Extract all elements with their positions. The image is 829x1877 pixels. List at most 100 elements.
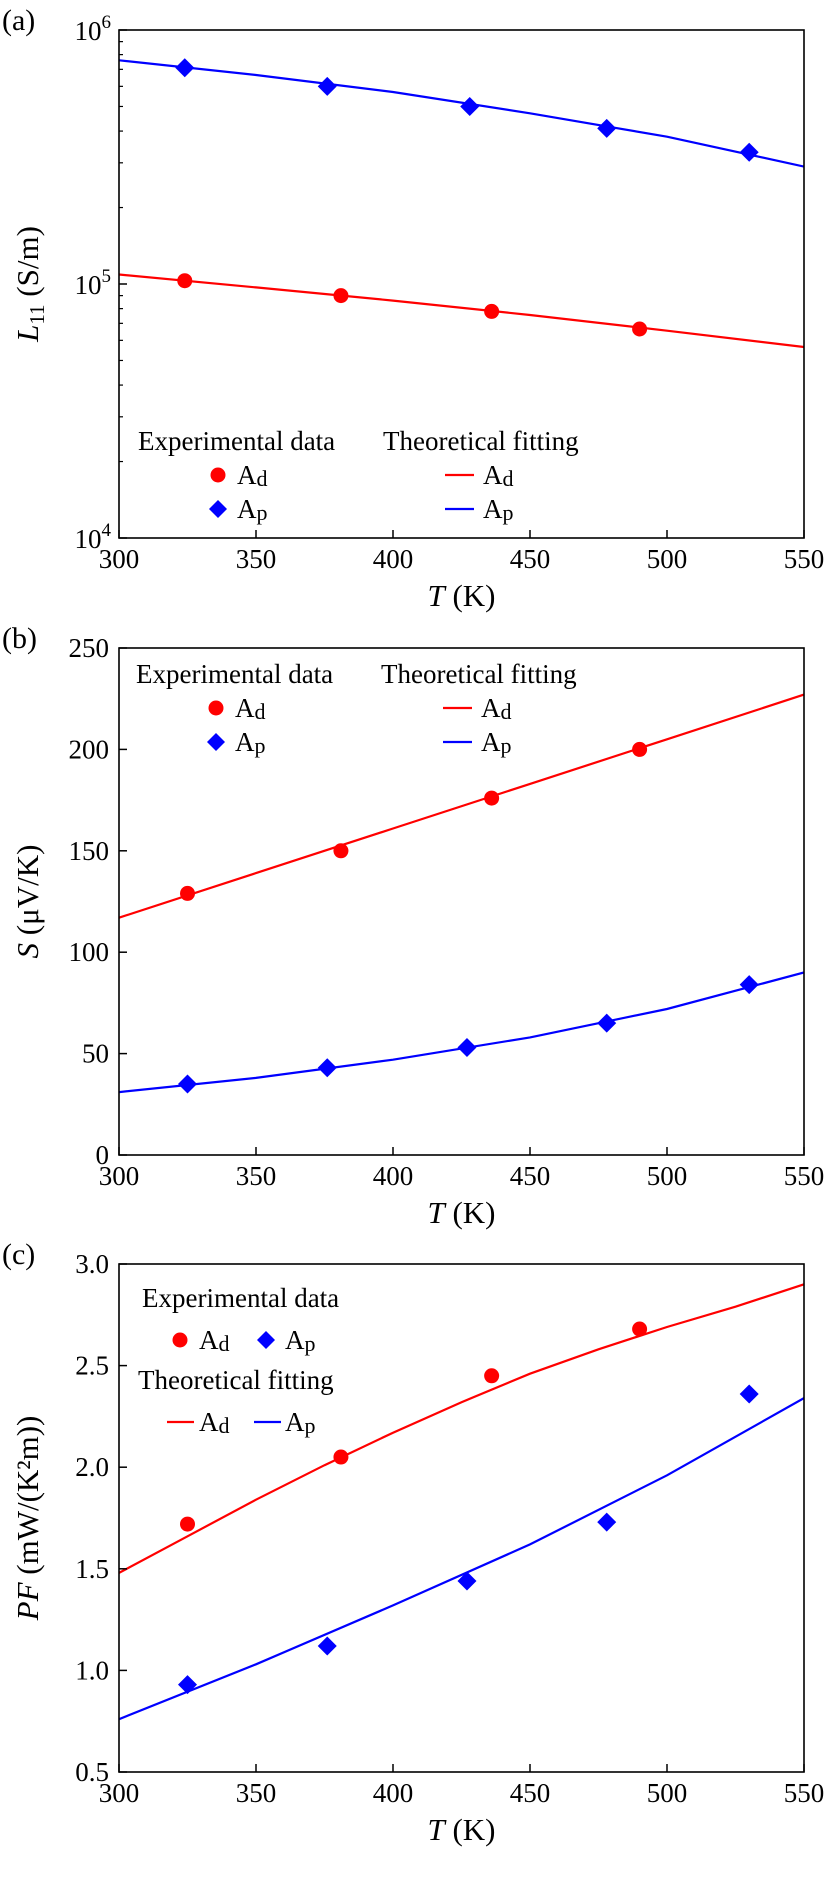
fit-line-Ad [119,273,804,349]
legend-title-experimental: Experimental data [142,1283,339,1313]
data-point-Ap [317,1058,337,1078]
legend-entry-label: Ad [199,1325,230,1356]
data-point-Ap [178,1675,197,1695]
legend-marker-Ad [172,1332,188,1348]
x-tick-label: 500 [647,1778,688,1808]
y-tick-label: 100 [69,937,110,967]
legend-entry-label: Ad [237,460,268,491]
x-tick-label: 500 [647,1161,688,1191]
legend-entry-label: Ap [237,494,268,525]
legend-marker-Ap [209,500,227,518]
legend-title-fitting: Theoretical fitting [138,1365,334,1395]
data-point-Ad [333,288,349,304]
y-tick-label: 250 [69,633,110,663]
legend-entry-label: Ap [481,727,512,758]
legend-entry-label: Ap [483,494,514,525]
data-point-Ad [180,1516,195,1532]
data-point-Ap [317,76,337,96]
y-tick-label: 3.0 [75,1249,109,1279]
y-tick-label: 0.5 [75,1757,109,1787]
data-point-Ad [177,273,193,289]
legend-entry-label: Ad [199,1407,230,1438]
data-point-Ap [597,1512,617,1532]
x-tick-label: 500 [647,544,688,574]
data-point-Ap [597,118,617,138]
legend-entry-label: Ad [483,460,514,491]
legend: Experimental data Theoretical fitting Ad Ad… [136,659,577,758]
y-tick-label: 106 [75,12,112,46]
data-point-Ad [632,741,648,757]
data-point-Ad [484,303,500,319]
data-point-Ad [632,1321,648,1337]
data-point-Ad [484,790,500,806]
y-axis-label: PF (mW/(K²m)) [10,1416,45,1622]
x-tick-label: 450 [510,544,551,574]
data-point-Ap [457,1038,477,1058]
data-point-Ap [178,1074,197,1094]
x-tick-label: 350 [236,1778,277,1808]
x-tick-label: 550 [784,1161,825,1191]
x-tick-label: 400 [373,544,414,574]
fit-line-Ap [119,971,804,1094]
data-point-Ap [457,1571,477,1591]
x-axis-label: T (K) [427,1812,495,1847]
legend-entry-label: Ap [235,727,266,758]
legend-marker-Ad [208,700,224,716]
data-point-Ad [180,885,195,901]
data-point-Ap [739,142,759,162]
y-tick-label: 105 [75,266,112,300]
axes-frame [118,647,805,1156]
x-tick-label: 450 [510,1161,551,1191]
legend-marker-Ap [257,1331,275,1349]
legend-marker-Ap [207,733,225,751]
chart-panel-b: 300 350 400 450 500 550 0 50 100 150 200 250 T (K) S … [2,622,824,1230]
y-tick-label: 2.5 [75,1351,109,1381]
x-tick-label: 400 [373,1778,414,1808]
legend: Experimental data Ad Ap Theoretical fitting… [138,1283,339,1438]
data-point-Ap [317,1636,337,1656]
y-tick-label: 2.0 [75,1452,109,1482]
x-axis-label: T (K) [427,1195,495,1230]
legend: Experimental data Theoretical fitting Ad Ad… [138,426,579,525]
fit-line-Ad [119,693,804,919]
fit-line-Ap [119,59,804,168]
data-point-Ap [597,1013,617,1033]
x-tick-label: 450 [510,1778,551,1808]
x-axis-label: T (K) [427,578,495,613]
fit-line-Ad [119,1283,804,1574]
x-tick-label: 400 [373,1161,414,1191]
y-tick-label: 1.0 [75,1655,109,1685]
chart-panel-a: 300 350 400 450 500 550 104 105 106 T (K) L11 (S/m… [2,4,824,613]
data-point-Ad [333,1449,349,1465]
panel-label: (b) [2,622,37,655]
data-point-Ad [333,843,349,859]
data-point-Ap [739,975,759,995]
legend-entry-label: Ap [285,1407,316,1438]
x-tick-label: 350 [236,1161,277,1191]
y-tick-label: 104 [75,520,112,554]
x-tick-label: 300 [99,1778,140,1808]
x-tick-label: 300 [99,1161,140,1191]
y-tick-label: 200 [69,734,110,764]
data-point-Ad [632,321,648,337]
x-tick-label: 350 [236,544,277,574]
y-tick-label: 150 [69,836,110,866]
legend-entry-label: Ad [235,693,266,724]
data-point-Ap [175,58,195,78]
axes-frame [118,1263,805,1773]
chart-panel-c: 300 350 400 450 500 550 0.5 1.0 1.5 2.0 2.5 3.0 T (K… [2,1238,824,1847]
y-tick-label: 50 [82,1039,109,1069]
legend-title-fitting: Theoretical fitting [383,426,579,456]
panel-label: (c) [2,1238,35,1271]
y-axis-label: S (μV/K) [10,845,45,959]
legend-marker-Ad [210,467,226,483]
data-point-Ad [484,1368,500,1384]
legend-entry-label: Ad [481,693,512,724]
panel-label: (a) [2,4,35,37]
data-point-Ap [739,1384,759,1404]
y-axis-label: L11 (S/m) [10,226,49,343]
legend-title-experimental: Experimental data [138,426,335,456]
legend-title-fitting: Theoretical fitting [381,659,577,689]
